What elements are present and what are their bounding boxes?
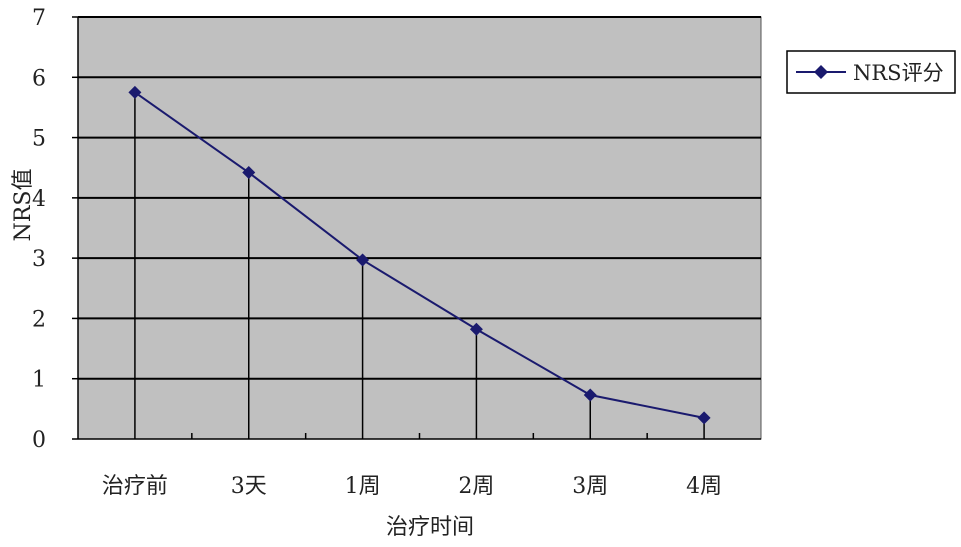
plot-area — [77, 16, 762, 440]
y-tick-label: 4 — [32, 187, 46, 212]
legend: NRS评分 — [786, 50, 956, 94]
data-point — [469, 322, 483, 336]
y-tick-label: 0 — [32, 428, 46, 453]
y-tick-label: 2 — [32, 307, 46, 332]
data-point — [242, 166, 256, 180]
legend-label: NRS评分 — [853, 61, 944, 85]
data-point — [583, 388, 597, 402]
x-tick-label: 1周 — [345, 474, 381, 499]
drop-lines — [134, 92, 705, 439]
y-tick-label: 3 — [32, 247, 46, 272]
x-tick-label: 治疗前 — [102, 474, 168, 499]
series-line-nrs — [134, 91, 705, 419]
y-tick-label: 6 — [32, 66, 46, 91]
legend-marker — [814, 65, 828, 79]
y-tick-label: 5 — [32, 127, 46, 152]
y-tick-label: 1 — [32, 368, 46, 393]
y-axis-tick-labels: 0 1 2 3 4 5 6 7 — [32, 6, 46, 453]
y-tick-label: 7 — [32, 6, 46, 31]
x-tick-label: 3周 — [572, 474, 608, 499]
x-tick-label: 4周 — [686, 474, 722, 499]
x-axis-ticks — [191, 433, 648, 439]
data-point — [697, 411, 711, 425]
y-axis-label: NRS值 — [11, 169, 36, 242]
data-point — [356, 253, 370, 267]
data-point — [128, 85, 142, 99]
x-tick-label: 2周 — [458, 474, 494, 499]
grid-lines — [72, 16, 761, 440]
x-axis-tick-labels: 治疗前 3天 1周 2周 3周 4周 — [102, 474, 722, 499]
x-axis-label: 治疗时间 — [386, 515, 474, 540]
series-nrs — [128, 85, 711, 425]
x-tick-label: 3天 — [231, 474, 267, 499]
